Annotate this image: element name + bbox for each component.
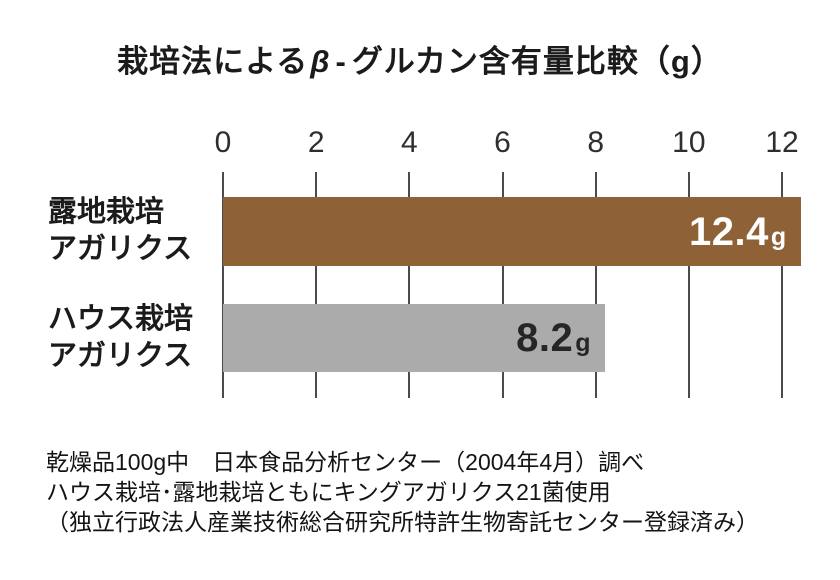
footer-line-3: （独立行政法人産業技術総合研究所特許生物寄託センター登録済み） — [46, 509, 759, 535]
category-label-line1: ハウス栽培 — [48, 303, 194, 335]
chart-title-suffix: グルカン含有量比較（g） — [351, 44, 723, 79]
gridline — [594, 172, 597, 398]
chart-title: 栽培法によるβ - グルカン含有量比較（g） — [0, 36, 840, 81]
footer-line-2: ハウス栽培･露地栽培ともにキングアガリクス21菌使用 — [46, 479, 611, 505]
footer-line-1: 乾燥品100g中 日本食品分析センター（2004年4月）調べ — [46, 449, 645, 475]
gridline — [315, 172, 318, 398]
chart-title-beta: β — [310, 44, 331, 79]
bar-value-number: 8.2 — [516, 316, 574, 360]
bar-value-unit: g — [575, 329, 591, 357]
x-tick-label: 10 — [672, 126, 706, 159]
bar-value-number: 12.4 — [688, 209, 769, 254]
category-label-greenhouse: ハウス栽培 アガリクス — [48, 301, 193, 375]
bar-open-field-agaricus: 12.4g — [223, 197, 801, 266]
x-tick-label: 8 — [587, 126, 604, 159]
bar-greenhouse-agaricus: 8.2g — [223, 304, 605, 372]
source-notes: 乾燥品100g中 日本食品分析センター（2004年4月）調べ ハウス栽培･露地栽… — [46, 447, 759, 537]
category-label-line2: アガリクス — [48, 340, 193, 372]
bar-value-unit: g — [770, 222, 787, 251]
x-tick-label: 0 — [214, 126, 232, 159]
gridline — [501, 172, 504, 398]
x-tick-label: 12 — [765, 126, 799, 159]
chart-title-dash: - — [335, 44, 347, 79]
gridline — [222, 172, 224, 398]
category-label-line2: アガリクス — [48, 233, 193, 265]
gridline — [781, 172, 783, 398]
x-tick-label: 2 — [307, 126, 325, 159]
gridline — [408, 172, 411, 398]
gridline — [687, 172, 690, 398]
plot-area: 12.4g 8.2g — [222, 172, 801, 398]
bar-value-label: 8.2g — [516, 318, 605, 358]
x-axis: 0 2 4 6 8 10 12 — [215, 126, 799, 166]
bar-value-label: 12.4g — [689, 212, 801, 252]
chart-title-prefix: 栽培法による — [117, 44, 309, 79]
x-tick-label: 4 — [400, 126, 418, 159]
category-label-open-field: 露地栽培 アガリクス — [48, 194, 192, 268]
category-label-line1: 露地栽培 — [48, 196, 165, 228]
x-tick-label: 6 — [494, 126, 511, 159]
